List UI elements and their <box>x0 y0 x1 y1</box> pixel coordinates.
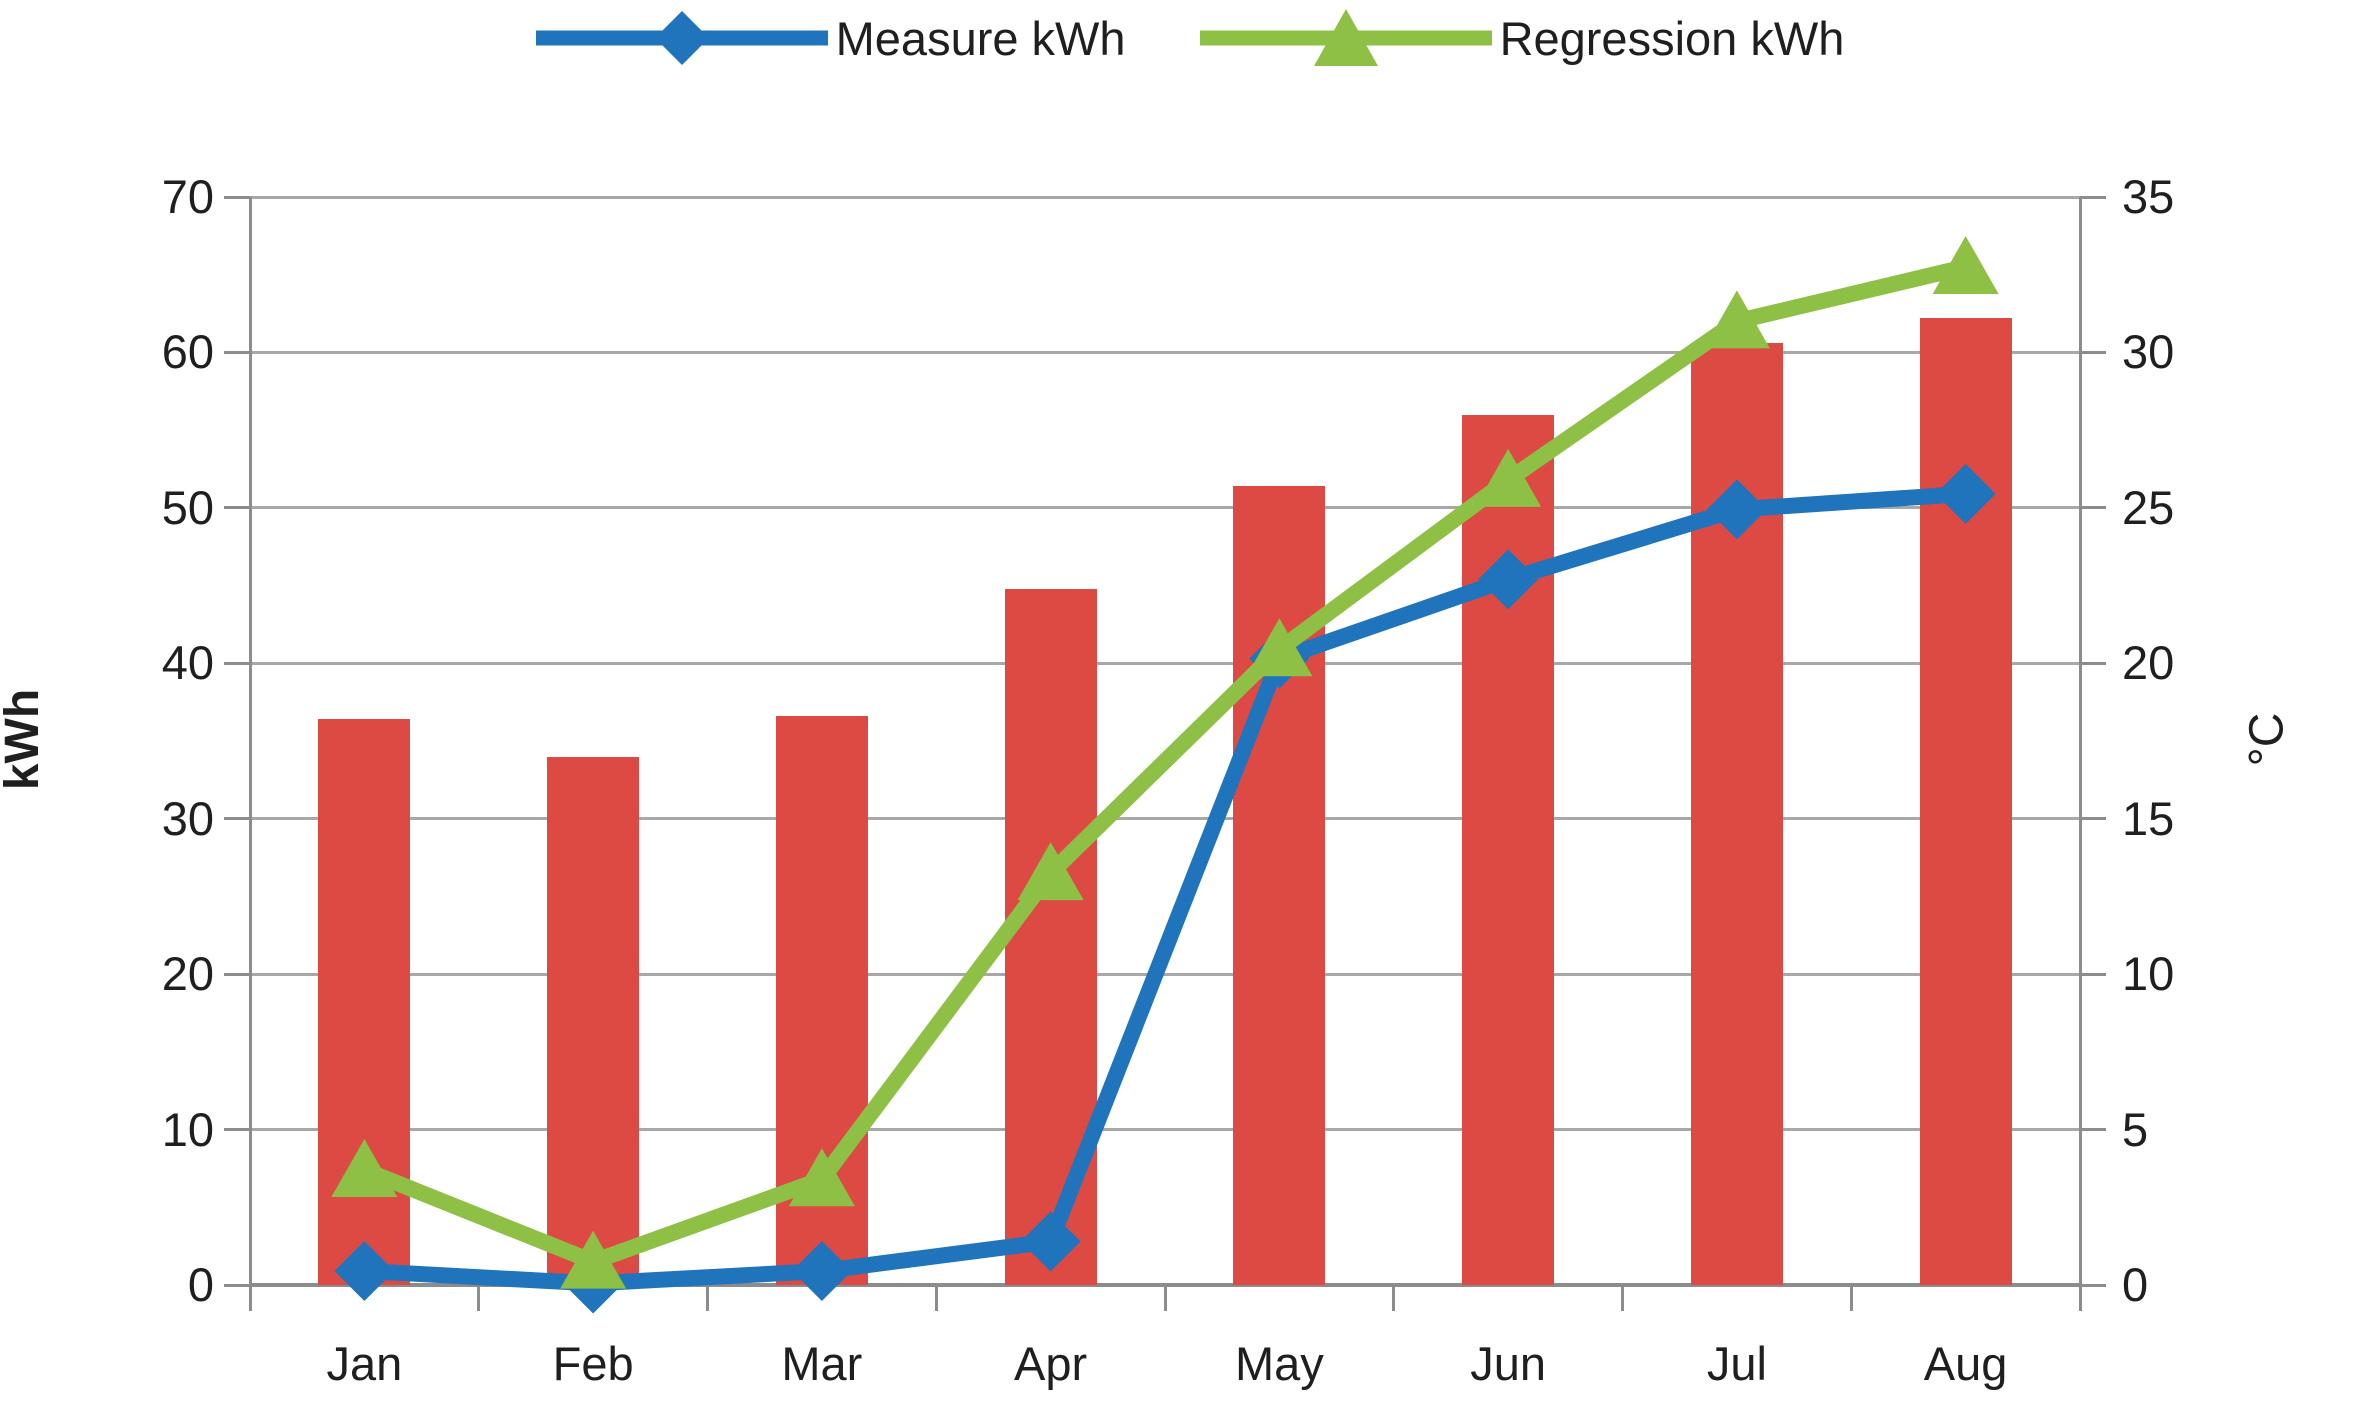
left-axis-tick <box>224 195 250 199</box>
x-axis-label: May <box>1234 1337 1324 1390</box>
x-axis-label: Feb <box>552 1337 634 1390</box>
left-axis-tick-label: 60 <box>161 325 214 379</box>
legend-item-regression: Regression kWh <box>1196 6 1845 70</box>
x-axis-label: Aug <box>1923 1337 2008 1390</box>
right-axis-tick-label: 30 <box>2122 325 2175 379</box>
right-axis-tick <box>2080 195 2106 199</box>
left-axis-tick <box>224 506 250 510</box>
x-axis-tick <box>477 1285 481 1311</box>
x-axis-tick <box>1392 1285 1396 1311</box>
left-axis-title: kWh <box>0 688 50 791</box>
legend-item-measure: Measure kWh <box>532 6 1126 70</box>
left-axis-tick-label: 20 <box>161 947 214 1001</box>
bar <box>547 756 640 1285</box>
bar <box>1004 588 1097 1285</box>
left-axis-tick-label: 10 <box>161 1102 214 1156</box>
left-axis-tick-label: 0 <box>187 1258 214 1311</box>
right-axis-tick-label: 25 <box>2122 480 2175 534</box>
x-axis-label: Apr <box>1014 1337 1088 1390</box>
triangle-marker <box>1932 235 1999 294</box>
left-axis-tick <box>224 817 250 821</box>
right-axis-tick <box>2080 1283 2106 1287</box>
bar <box>1919 318 2012 1285</box>
x-axis-tick <box>1621 1285 1624 1311</box>
right-axis-tick <box>2080 350 2106 354</box>
left-axis-line <box>248 197 252 1311</box>
bar <box>1690 343 1783 1285</box>
x-axis-tick <box>2078 1285 2082 1311</box>
legend-label-measure: Measure kWh <box>835 11 1126 65</box>
x-axis-tick <box>1163 1285 1167 1311</box>
left-axis-tick-label: 30 <box>161 791 214 845</box>
legend-label-regression: Regression kWh <box>1499 11 1845 65</box>
gridline <box>250 506 2080 510</box>
left-axis-tick-label: 40 <box>161 636 214 690</box>
gridline <box>250 972 2080 976</box>
gridline <box>250 817 2080 821</box>
gridline <box>250 350 2080 354</box>
x-axis-label: Jun <box>1470 1337 1547 1390</box>
left-axis-tick <box>224 972 250 976</box>
x-axis-tick <box>1849 1285 1853 1311</box>
left-axis-tick-label: 50 <box>161 480 214 534</box>
triangle-line-icon <box>1199 9 1492 66</box>
gridline <box>250 661 2080 665</box>
right-axis-tick-label: 35 <box>2122 170 2175 223</box>
right-axis-tick <box>2080 972 2106 976</box>
left-axis-tick-label: 70 <box>161 170 214 223</box>
left-axis-tick <box>224 661 250 665</box>
bar <box>1233 486 1326 1285</box>
x-axis-label: Jul <box>1706 1337 1767 1390</box>
right-axis-tick-label: 15 <box>2122 791 2175 845</box>
bar <box>318 719 411 1285</box>
x-axis-label: Mar <box>781 1337 863 1390</box>
gridline <box>250 1128 2080 1132</box>
right-axis-tick <box>2080 1128 2106 1132</box>
x-axis-tick <box>248 1285 252 1311</box>
diamond-line-icon <box>535 11 828 65</box>
x-axis-tick <box>934 1285 938 1311</box>
right-axis-title: °C <box>2240 712 2294 767</box>
bar <box>775 716 868 1285</box>
left-axis-tick <box>224 1283 250 1287</box>
left-axis-tick <box>224 350 250 354</box>
bar <box>1462 414 1555 1285</box>
gridline <box>250 195 2080 199</box>
right-axis-tick-label: 10 <box>2122 947 2175 1001</box>
right-axis-tick-label: 0 <box>2122 1258 2149 1311</box>
right-axis-tick <box>2080 661 2106 665</box>
x-axis-tick <box>706 1285 709 1311</box>
x-axis-label: Jan <box>326 1337 403 1390</box>
right-axis-tick <box>2080 817 2106 821</box>
triangle-marker <box>1703 290 1770 349</box>
legend: Measure kWh Regression kWh <box>0 6 2376 70</box>
right-axis-tick-label: 20 <box>2122 636 2175 690</box>
right-axis-line <box>2078 197 2082 1311</box>
right-axis-tick-label: 5 <box>2122 1102 2149 1156</box>
right-axis-tick <box>2080 506 2106 510</box>
left-axis-tick <box>224 1128 250 1132</box>
